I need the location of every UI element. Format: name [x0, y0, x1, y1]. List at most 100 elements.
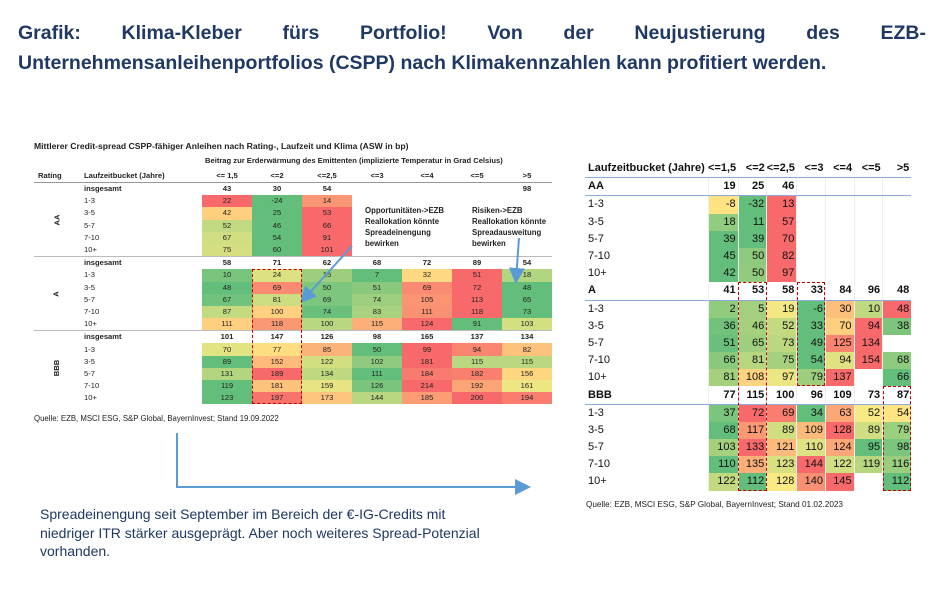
data-row: 5-7 51 65 73 49 125 134 — [585, 334, 912, 353]
cell — [352, 182, 402, 196]
column-header: <=2 — [738, 160, 767, 179]
cell: 194 — [502, 392, 552, 405]
cell: 32 — [402, 269, 452, 282]
bucket-label: 3-5 — [84, 282, 95, 292]
cell — [882, 265, 912, 283]
cell: 81 — [252, 293, 302, 306]
cell: 41 — [707, 282, 739, 301]
bucket-label: 3-5 — [588, 319, 604, 332]
cell: 77 — [252, 343, 302, 356]
cell — [853, 369, 883, 387]
cell: 94 — [452, 343, 502, 356]
left-heatmap-table: Rating Laufzeitbucket (Jahre) <= 1,5 <=2 <… — [34, 169, 552, 405]
cell: 66 — [707, 352, 739, 370]
cell: 101 — [302, 243, 352, 257]
cell: 214 — [402, 380, 452, 393]
cell: 122 — [302, 355, 352, 368]
data-row: 7-10 110 135 123 144 122 119 116 — [585, 456, 912, 474]
column-header: <=4 — [825, 160, 855, 179]
cell: 25 — [252, 207, 302, 220]
data-row: 1-3 -8 -32 13 — [585, 195, 912, 214]
cell: 70 — [202, 343, 252, 356]
cell: 99 — [402, 343, 452, 356]
cell: 112 — [882, 473, 912, 491]
bucket-label: 5-7 — [84, 220, 95, 230]
cell: 116 — [882, 456, 912, 474]
cell: 30 — [252, 182, 302, 196]
total-row: A 41 53 58 33 84 96 48 — [585, 282, 912, 301]
cell: 85 — [302, 343, 352, 356]
cell: 91 — [302, 231, 352, 244]
arrow — [508, 237, 525, 284]
column-header: <=5 — [854, 160, 883, 179]
cell: 73 — [853, 386, 883, 405]
bucket-label: insgesamt — [80, 182, 202, 196]
cell: 97 — [766, 369, 797, 387]
cell: 63 — [824, 404, 855, 422]
bucket-label: 7-10 — [588, 250, 611, 263]
cell — [853, 195, 883, 214]
data-row: 3-5 42 25 53 — [34, 207, 552, 220]
cell: 77 — [707, 386, 739, 405]
bucket-label: 5-7 — [84, 294, 95, 304]
cell: 108 — [737, 369, 767, 387]
data-row: 10+ 42 50 97 — [585, 265, 912, 283]
data-row: 7-10 87 100 74 83 111 118 73 — [34, 305, 552, 319]
cell: 68 — [352, 256, 402, 270]
bucket-label: 3-5 — [588, 423, 604, 436]
cell: 100 — [302, 318, 352, 331]
data-row: 5-7 131 189 134 111 184 182 156 — [34, 367, 552, 380]
arrow — [176, 433, 531, 495]
cell: 48 — [202, 281, 252, 294]
cell: 66 — [882, 369, 912, 387]
cell: 159 — [302, 380, 352, 393]
cell: 154 — [853, 352, 883, 370]
cell: 118 — [252, 318, 302, 331]
cell: 109 — [796, 421, 826, 439]
cell: 65 — [502, 293, 552, 306]
cell: 125 — [824, 334, 855, 353]
data-row: 3-5 68 117 89 109 128 89 79 — [585, 421, 912, 439]
cell: 33 — [796, 317, 826, 335]
data-row: 10+ 123 197 173 144 185 200 194 — [34, 392, 552, 405]
cell: 185 — [402, 392, 452, 405]
cell: 115 — [452, 355, 502, 368]
bucket-label: 1-3 — [84, 344, 95, 354]
cell — [796, 247, 826, 266]
cell: 75 — [766, 352, 797, 370]
cell: -32 — [737, 195, 767, 214]
cell: 192 — [452, 380, 502, 393]
cell: 10 — [853, 300, 883, 318]
cell: 36 — [707, 317, 739, 335]
cell — [824, 265, 855, 283]
cell: 181 — [402, 355, 452, 368]
data-row: 1-3 37 72 69 34 63 52 54 — [585, 404, 912, 422]
cell: 79 — [796, 369, 826, 387]
cell: 48 — [882, 300, 912, 318]
cell: 124 — [402, 318, 452, 331]
cell — [882, 334, 912, 353]
cell: 111 — [402, 305, 452, 319]
cell — [824, 247, 855, 266]
cell: 68 — [882, 352, 912, 370]
bucket-label: 3-5 — [84, 208, 95, 218]
cell — [796, 230, 826, 248]
cell: 69 — [402, 281, 452, 294]
total-row: BBB insgesamt 101 147 126 98 165 137 134 — [34, 330, 552, 405]
bucket-label: 7-10 — [84, 232, 100, 242]
data-row: 5-7 103 133 121 110 124 95 98 — [585, 439, 912, 457]
cell: 137 — [824, 369, 855, 387]
cell: 96 — [853, 282, 883, 301]
cell — [796, 177, 826, 197]
cell: 67 — [202, 293, 252, 306]
cell: 102 — [352, 355, 402, 368]
cell: 128 — [766, 473, 797, 491]
bucket-label: 3-5 — [84, 356, 95, 366]
data-row: 7-10 45 50 82 — [585, 247, 912, 266]
bucket-label: 10+ — [588, 267, 607, 280]
cell: 70 — [824, 317, 855, 335]
cell: 38 — [882, 317, 912, 335]
bucket-label: 10+ — [84, 393, 97, 403]
cell: 52 — [202, 219, 252, 232]
